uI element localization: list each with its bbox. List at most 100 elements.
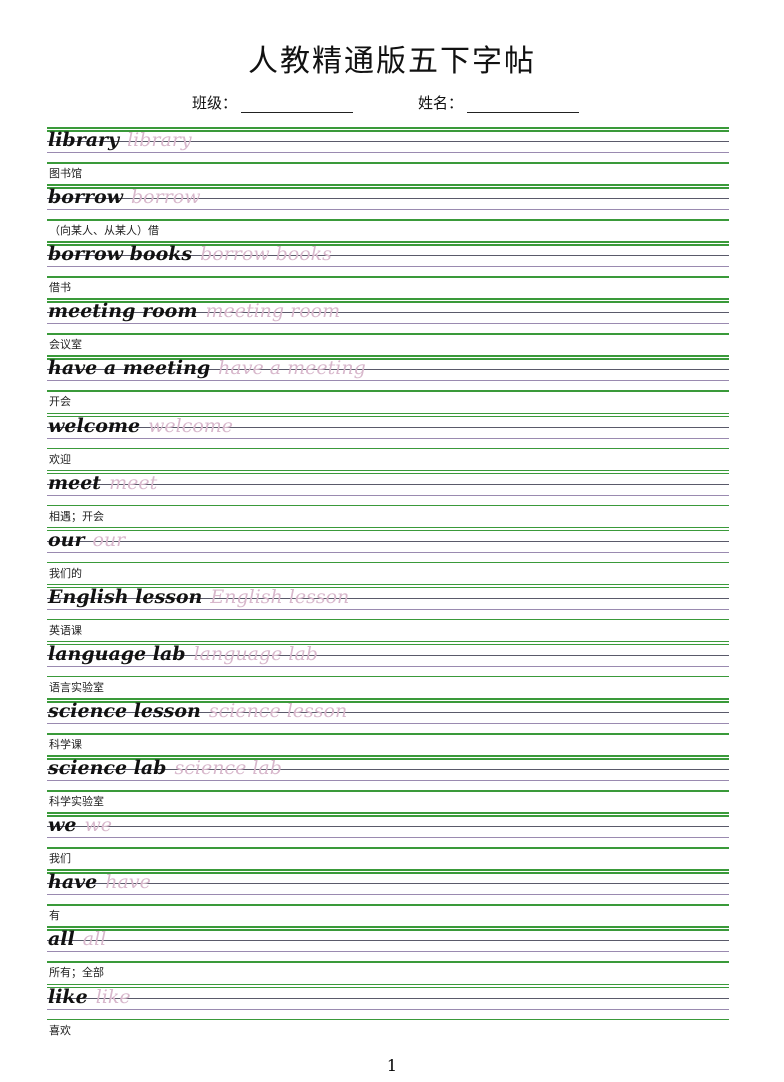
upper-line xyxy=(47,997,729,999)
top-line xyxy=(47,412,729,414)
chinese-meaning: 图书馆 xyxy=(49,167,82,180)
top-line xyxy=(47,298,729,300)
chinese-meaning: 所有；全部 xyxy=(49,966,104,980)
word-sample: borrow books xyxy=(48,243,193,266)
top-line-2 xyxy=(47,815,729,817)
base-line xyxy=(47,665,729,667)
name-field: 姓名： xyxy=(418,92,580,113)
top-line xyxy=(47,583,729,586)
upper-line xyxy=(47,483,729,485)
chinese-meaning: 语言实验室 xyxy=(49,680,104,694)
word-trace[interactable]: English lesson xyxy=(210,585,350,608)
word-sample: have xyxy=(48,871,98,894)
base-line xyxy=(47,837,729,839)
top-line xyxy=(47,812,729,814)
word-trace[interactable]: welcome xyxy=(148,414,234,437)
word-sample: language lab xyxy=(48,642,186,665)
word-trace[interactable]: our xyxy=(92,528,126,551)
word-trace[interactable]: borrow xyxy=(131,186,201,209)
bottom-line xyxy=(47,961,729,963)
word-trace[interactable]: have a meeting xyxy=(218,357,366,380)
english-word: meeting room meeting room xyxy=(48,300,340,322)
word-trace[interactable]: language lab xyxy=(193,642,318,665)
upper-line xyxy=(47,312,729,314)
base-line xyxy=(47,209,729,211)
bottom-line xyxy=(47,219,729,221)
upper-line xyxy=(47,769,729,771)
word-trace[interactable]: have xyxy=(105,871,151,894)
class-field: 班级： xyxy=(192,92,354,113)
word-sample: welcome xyxy=(48,414,141,437)
english-word: we we xyxy=(48,814,112,836)
upper-line xyxy=(47,540,729,542)
word-trace[interactable]: all xyxy=(82,928,107,951)
bottom-line xyxy=(47,618,729,621)
chinese-meaning: 欢迎 xyxy=(49,452,71,466)
chinese-meaning: 我们的 xyxy=(49,566,82,580)
bottom-line xyxy=(47,733,729,735)
english-word: English lesson English lesson xyxy=(48,586,349,608)
base-line xyxy=(47,608,729,610)
top-line xyxy=(47,184,729,186)
word-trace[interactable]: borrow books xyxy=(200,243,332,266)
top-line xyxy=(47,698,729,700)
upper-line xyxy=(47,255,729,257)
top-line-2 xyxy=(47,758,729,760)
class-blank[interactable] xyxy=(241,98,354,113)
word-trace[interactable]: science lesson xyxy=(208,700,348,722)
chinese-meaning: 有 xyxy=(49,909,60,923)
word-sample: have a meeting xyxy=(48,357,211,380)
upper-line xyxy=(47,369,729,371)
word-sample: we xyxy=(48,814,77,837)
practice-entry: meet meet 相遇；开会 xyxy=(47,469,729,527)
practice-entry: like like 喜欢 xyxy=(47,983,729,1041)
base-line xyxy=(47,780,729,782)
class-label: 班级： xyxy=(192,94,238,112)
practice-entry: library library 图书馆 xyxy=(47,127,729,184)
base-line xyxy=(47,894,729,896)
english-word: borrow books borrow books xyxy=(48,243,332,265)
chinese-meaning: 科学实验室 xyxy=(49,795,104,809)
practice-entry: science lesson science lesson 科学课 xyxy=(47,698,729,755)
word-trace[interactable]: science lab xyxy=(174,757,282,780)
word-trace[interactable]: meeting room xyxy=(205,300,341,323)
upper-line xyxy=(47,597,729,599)
bottom-line xyxy=(47,847,729,849)
practice-entry: science lab science lab 科学实验室 xyxy=(47,755,729,812)
word-trace[interactable]: like xyxy=(95,985,131,1008)
upper-line xyxy=(47,426,729,428)
english-word: language lab language lab xyxy=(48,643,318,665)
word-sample: science lab xyxy=(48,757,167,780)
top-line xyxy=(47,526,729,529)
word-trace[interactable]: library xyxy=(127,129,192,151)
english-word: our our xyxy=(48,529,125,551)
practice-entry: all all 所有；全部 xyxy=(47,926,729,983)
english-word: science lab science lab xyxy=(48,757,282,779)
word-trace[interactable]: meet xyxy=(109,471,158,494)
upper-line xyxy=(47,940,729,942)
base-line xyxy=(47,152,729,153)
page-number: 1 xyxy=(386,1056,398,1075)
bottom-line xyxy=(47,561,729,564)
top-line xyxy=(47,926,729,928)
practice-entry: welcome welcome 欢迎 xyxy=(47,412,729,470)
base-line xyxy=(47,437,729,439)
english-word: have a meeting have a meeting xyxy=(48,357,366,379)
practice-entry: borrow books borrow books 借书 xyxy=(47,241,729,298)
upper-line xyxy=(47,141,729,142)
english-word: library library xyxy=(48,129,192,151)
chinese-meaning: 会议室 xyxy=(49,338,82,352)
practice-entry: our our 我们的 xyxy=(47,526,729,584)
top-line-2 xyxy=(47,358,729,360)
top-line-2 xyxy=(47,187,729,189)
word-sample: meet xyxy=(48,471,102,494)
name-blank[interactable] xyxy=(467,98,580,113)
top-line-2 xyxy=(47,929,729,931)
word-sample: borrow xyxy=(48,186,124,209)
base-line xyxy=(47,551,729,553)
word-trace[interactable]: we xyxy=(84,814,112,837)
name-label: 姓名： xyxy=(418,94,464,112)
bottom-line xyxy=(47,1018,729,1020)
upper-line xyxy=(47,883,729,885)
